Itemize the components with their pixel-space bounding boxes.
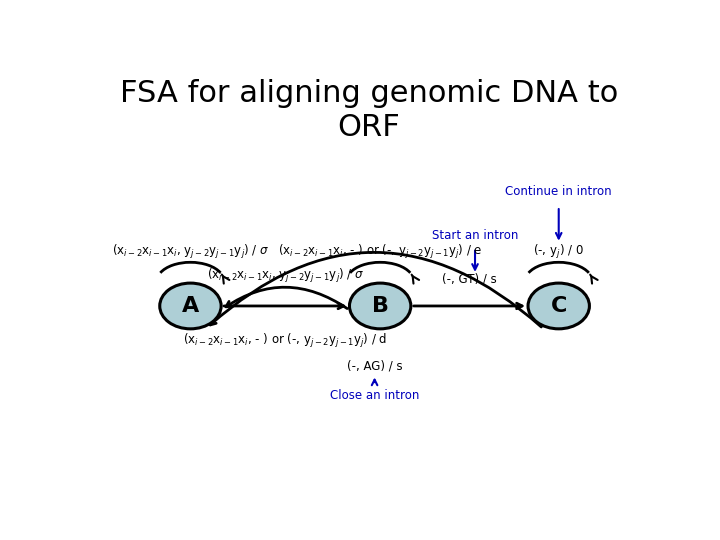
Text: A: A [182, 296, 199, 316]
Text: (-, GT) / s: (-, GT) / s [442, 272, 497, 285]
Circle shape [528, 283, 590, 329]
Text: Start an intron: Start an intron [432, 229, 518, 242]
Text: Continue in intron: Continue in intron [505, 185, 612, 198]
Text: ORF: ORF [338, 113, 400, 141]
Text: (x$_{i-2}$x$_{i-1}$x$_i$, y$_{j-2}$y$_{j-1}$y$_j$) / $\sigma$: (x$_{i-2}$x$_{i-1}$x$_i$, y$_{j-2}$y$_{j… [112, 243, 269, 261]
Text: B: B [372, 296, 389, 316]
Text: (x$_{i-2}$x$_{i-1}$x$_i$, y$_{j-2}$y$_{j-1}$y$_j$) / $\sigma$: (x$_{i-2}$x$_{i-1}$x$_i$, y$_{j-2}$y$_{j… [207, 267, 364, 285]
Text: FSA for aligning genomic DNA to: FSA for aligning genomic DNA to [120, 79, 618, 109]
Text: (x$_{i-2}$x$_{i-1}$x$_i$, - ) or (-, y$_{j-2}$y$_{j-1}$y$_j$) / e: (x$_{i-2}$x$_{i-1}$x$_i$, - ) or (-, y$_… [278, 243, 482, 261]
Text: (x$_{i-2}$x$_{i-1}$x$_i$, - ) or (-, y$_{j-2}$y$_{j-1}$y$_j$) / d: (x$_{i-2}$x$_{i-1}$x$_i$, - ) or (-, y$_… [183, 332, 387, 350]
Circle shape [160, 283, 221, 329]
Text: (-, y$_j$) / 0: (-, y$_j$) / 0 [534, 243, 584, 261]
Text: Close an intron: Close an intron [330, 389, 419, 402]
Text: C: C [551, 296, 567, 316]
Text: (-, AG) / s: (-, AG) / s [347, 360, 402, 373]
Circle shape [349, 283, 411, 329]
